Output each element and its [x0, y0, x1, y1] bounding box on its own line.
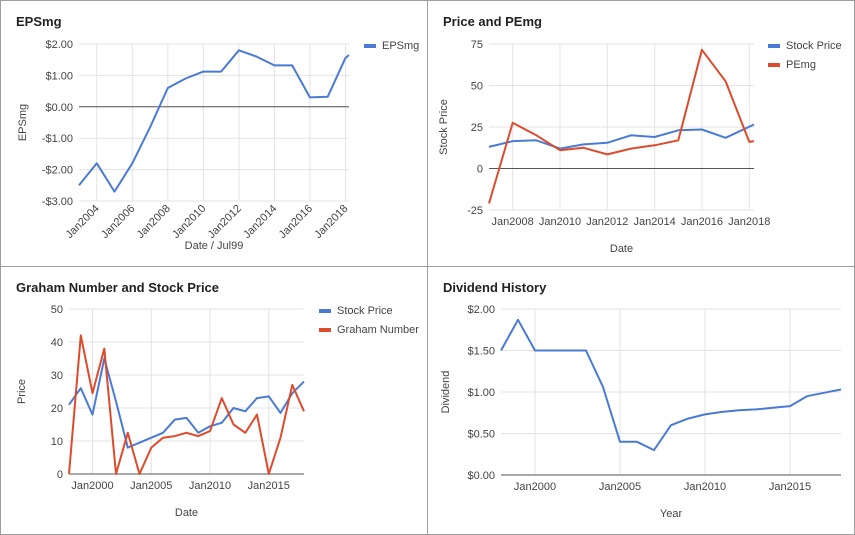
legend-swatch — [319, 328, 331, 332]
x-tick-label: Jan2010 — [684, 481, 726, 493]
y-axis-label: Price — [16, 379, 28, 404]
x-tick-label: Jan2010 — [539, 216, 581, 228]
y-tick-label: 30 — [51, 370, 63, 382]
x-tick-label: Jan2018 — [728, 216, 770, 228]
legend-swatch — [768, 63, 780, 67]
y-tick-label: 25 — [471, 122, 483, 134]
y-tick-label: -$3.00 — [42, 196, 73, 208]
chart-panel-price-pe: Price and PEmg -25 0 25 50 75 Jan2008 Jan2010 J… — [427, 0, 855, 267]
eps-chart: -$3.00 -$2.00 -$1.00 $0.00 $1.00 $2.00 Jan2004… — [17, 39, 419, 252]
x-tick-label: Jan2008 — [135, 203, 173, 241]
graham-chart: 0 10 20 30 40 50 Jan2000 Jan2005 Jan2010 Jan2015 D… — [16, 304, 419, 519]
legend-label: Stock Price — [786, 40, 842, 52]
x-tick-label: Jan2005 — [130, 480, 172, 492]
y-tick-label: $2.00 — [45, 39, 73, 51]
y-tick-label: $0.00 — [45, 102, 73, 114]
chart-panel-eps: EPSmg -$3.00 -$2.00 -$1.00 $0.00 $1.00 $2.00 J… — [0, 0, 428, 267]
legend-swatch — [768, 44, 780, 48]
dividend-chart: $0.00 $0.50 $1.00 $1.50 $2.00 Jan2000 Jan2005 J… — [440, 304, 842, 520]
y-tick-label: 10 — [51, 436, 63, 448]
x-axis-label: Date — [610, 243, 633, 255]
chart-panel-graham: Graham Number and Stock Price 0 10 20 30 40 5… — [0, 266, 428, 535]
y-tick-label: -$2.00 — [42, 165, 73, 177]
chart-title: Dividend History — [443, 280, 547, 295]
x-tick-label: Jan2015 — [769, 481, 811, 493]
series-line-epsmg — [78, 49, 350, 193]
y-tick-label: $1.50 — [467, 346, 495, 358]
series-line-stock-price — [488, 123, 755, 150]
x-tick-label: Jan2012 — [586, 216, 628, 228]
y-tick-label: $0.50 — [467, 429, 495, 441]
price-pe-chart: -25 0 25 50 75 Jan2008 Jan2010 Jan2012 Jan2014 Ja… — [438, 39, 842, 255]
y-axis-label: EPSmg — [17, 104, 29, 141]
y-tick-label: -25 — [467, 205, 483, 217]
y-tick-label: $2.00 — [467, 304, 495, 316]
chart-panel-dividend: Dividend History $0.00 $0.50 $1.00 $1.50 $2.… — [427, 266, 855, 535]
x-tick-label: Jan2005 — [599, 481, 641, 493]
x-tick-label: Jan2008 — [492, 216, 534, 228]
x-tick-label: Jan2014 — [241, 203, 279, 241]
y-tick-label: 50 — [471, 81, 483, 93]
chart-title: EPSmg — [16, 14, 62, 29]
legend-label: EPSmg — [382, 40, 419, 52]
x-tick-label: Jan2015 — [248, 480, 290, 492]
x-axis-label: Date — [175, 507, 198, 519]
legend-swatch — [319, 309, 331, 313]
x-tick-label: Jan2016 — [277, 203, 315, 241]
series-line-stock-price — [68, 357, 305, 449]
x-tick-label: Jan2000 — [71, 480, 113, 492]
x-axis-label: Date / Jul99 — [185, 240, 244, 252]
series-line-pemg — [488, 48, 755, 204]
chart-title: Graham Number and Stock Price — [16, 280, 220, 295]
legend-label: Stock Price — [337, 305, 393, 317]
y-tick-label: 0 — [57, 469, 63, 481]
x-tick-label: Jan2016 — [681, 216, 723, 228]
x-tick-label: Jan2006 — [99, 203, 137, 241]
x-tick-label: Jan2012 — [206, 203, 244, 241]
y-axis-label: Stock Price — [438, 99, 450, 155]
x-axis-label: Year — [660, 508, 683, 520]
y-tick-label: 75 — [471, 39, 483, 51]
series-line-dividend — [500, 318, 842, 452]
y-tick-label: $0.00 — [467, 470, 495, 482]
y-tick-label: 0 — [477, 164, 483, 176]
y-tick-label: 20 — [51, 403, 63, 415]
x-tick-label: Jan2018 — [312, 203, 350, 241]
x-tick-label: Jan2000 — [514, 481, 556, 493]
y-tick-label: $1.00 — [45, 70, 73, 82]
x-tick-label: Jan2010 — [170, 203, 208, 241]
y-tick-label: 50 — [51, 304, 63, 316]
y-tick-label: -$1.00 — [42, 133, 73, 145]
legend-swatch — [364, 44, 376, 48]
y-axis-label: Dividend — [440, 371, 452, 414]
y-tick-label: 40 — [51, 337, 63, 349]
legend-label: Graham Number — [337, 324, 419, 336]
chart-title: Price and PEmg — [443, 14, 542, 29]
x-tick-label: Jan2010 — [189, 480, 231, 492]
y-tick-label: $1.00 — [467, 387, 495, 399]
x-tick-label: Jan2004 — [64, 203, 102, 241]
legend-label: PEmg — [786, 59, 816, 71]
series-line-graham-number — [68, 334, 305, 475]
x-tick-label: Jan2014 — [634, 216, 676, 228]
